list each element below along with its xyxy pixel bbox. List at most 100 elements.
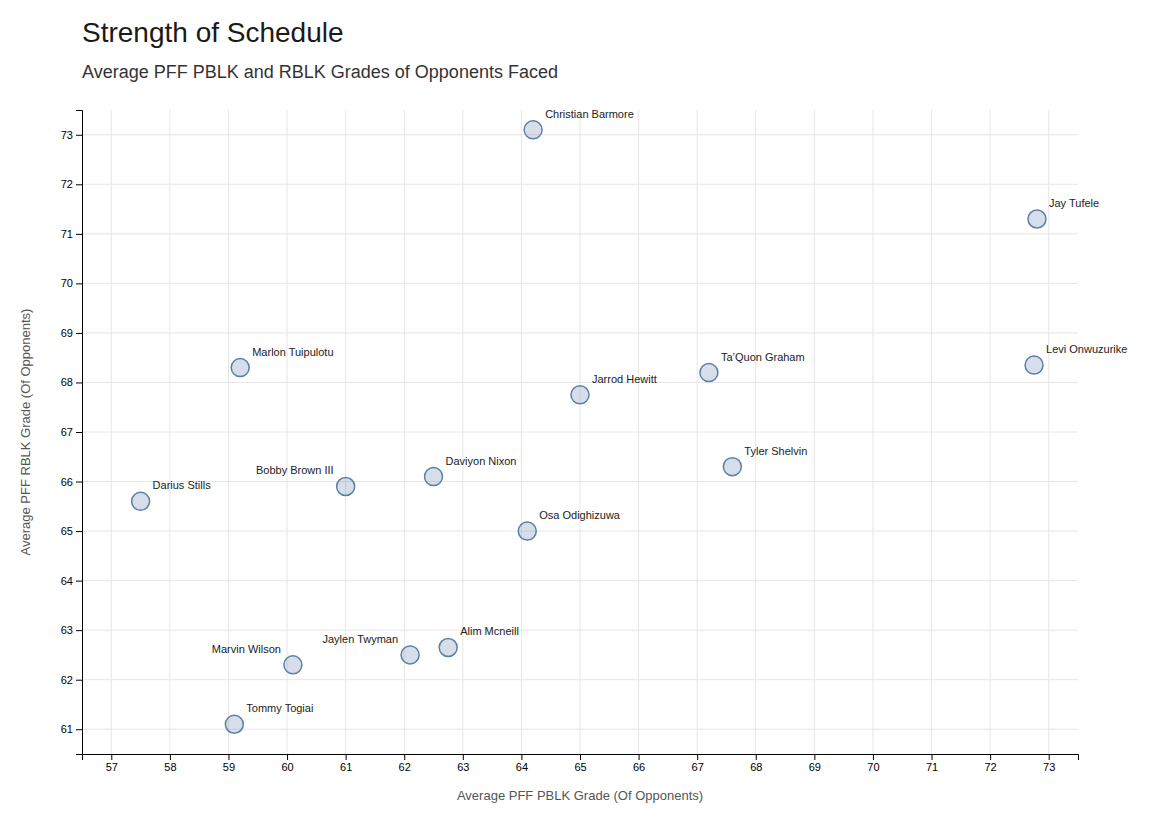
x-tick-mark [639,754,640,760]
y-tick-mark [76,729,82,730]
y-tick-label: 62 [61,674,73,686]
x-tick-mark [346,754,347,760]
y-tick-label: 63 [61,624,73,636]
y-grid-line [82,432,1078,433]
point-label: Tommy Togiai [246,702,313,714]
x-tick-label: 65 [574,761,586,773]
x-axis: 5758596061626364656667686970717273 [83,754,1079,773]
y-tick: 70 [61,277,82,289]
x-tick-label: 67 [692,761,704,773]
x-tick-mark [170,754,171,760]
x-tick: 65 [574,754,586,773]
y-grid-line [82,481,1078,482]
x-tick-mark [873,754,874,760]
x-tick-label: 62 [399,761,411,773]
point [524,121,542,139]
point-label: Jarrod Hewitt [592,373,657,385]
y-tick-mark [76,531,82,532]
y-tick-mark [76,283,82,284]
y-tick-label: 71 [61,228,73,240]
x-tick-label: 63 [457,761,469,773]
points [132,121,1046,733]
point [337,477,355,495]
point-label: Tyler Shelvin [744,445,807,457]
x-tick-mark [521,754,522,760]
point [700,364,718,382]
y-tick-label: 68 [61,376,73,388]
x-tick-label: 66 [633,761,645,773]
y-grid-line [82,580,1078,581]
y-tick-mark [76,333,82,334]
point-label: Marvin Wilson [212,643,281,655]
x-tick-label: 69 [809,761,821,773]
point [1028,210,1046,228]
point [225,715,243,733]
x-tick-mark [1049,754,1050,760]
x-tick-label: 57 [106,761,118,773]
y-axis: 61626364656667686970717273 [61,111,83,755]
point [1025,356,1043,374]
x-tick-mark [932,754,933,760]
point-label: Levi Onwuzurike [1046,343,1127,355]
y-tick-label: 67 [61,426,73,438]
x-tick-label: 59 [223,761,235,773]
x-tick-mark [756,754,757,760]
x-tick-label: 72 [984,761,996,773]
x-tick-mark [814,754,815,760]
x-tick-label: 58 [164,761,176,773]
point-label: Jaylen Twyman [322,633,398,645]
chart-svg: Strength of ScheduleAverage PFF PBLK and… [0,0,1168,826]
y-grid-line [82,332,1078,333]
x-tick-mark [697,754,698,760]
chart-container: Strength of ScheduleAverage PFF PBLK and… [0,0,1168,826]
x-tick-mark [404,754,405,760]
x-tick: 63 [457,754,469,773]
x-tick: 73 [1043,754,1055,773]
y-tick-label: 64 [61,575,73,587]
x-tick: 64 [516,754,528,773]
y-tick: 71 [61,228,82,240]
x-tick-label: 61 [340,761,352,773]
y-tick: 66 [61,476,82,488]
y-tick-mark [76,184,82,185]
y-grid-line [82,184,1078,185]
x-tick: 67 [692,754,704,773]
y-tick-label: 69 [61,327,73,339]
y-tick: 61 [61,723,82,735]
y-tick-mark [76,135,82,136]
x-axis-line [83,755,1079,761]
y-tick-mark [76,581,82,582]
point [571,386,589,404]
x-tick: 69 [809,754,821,773]
y-tick: 72 [61,178,82,190]
point-label: Jay Tufele [1049,197,1099,209]
x-tick: 70 [867,754,879,773]
x-tick-label: 64 [516,761,528,773]
x-tick: 57 [106,754,118,773]
x-tick: 72 [984,754,996,773]
x-tick: 68 [750,754,762,773]
y-grid-line [82,283,1078,284]
y-tick: 63 [61,624,82,636]
y-tick-label: 61 [61,723,73,735]
y-axis-title: Average PFF RBLK Grade (Of Opponents) [18,309,33,556]
x-tick-mark [990,754,991,760]
y-tick-label: 70 [61,277,73,289]
point [439,638,457,656]
point [231,359,249,377]
x-tick-mark [287,754,288,760]
title: Strength of Schedule [82,17,344,48]
point-label: Osa Odighizuwa [539,509,621,521]
point-label: Alim Mcneill [460,625,519,637]
x-tick-mark [111,754,112,760]
grid [82,110,1078,754]
y-tick-label: 73 [61,129,73,141]
y-tick: 73 [61,129,82,141]
x-tick-mark [580,754,581,760]
point-label: Bobby Brown III [256,464,334,476]
x-tick: 61 [340,754,352,773]
point-label: Ta’Quon Graham [721,351,805,363]
y-tick: 69 [61,327,82,339]
x-tick: 71 [926,754,938,773]
point-label: Daviyon Nixon [446,455,517,467]
